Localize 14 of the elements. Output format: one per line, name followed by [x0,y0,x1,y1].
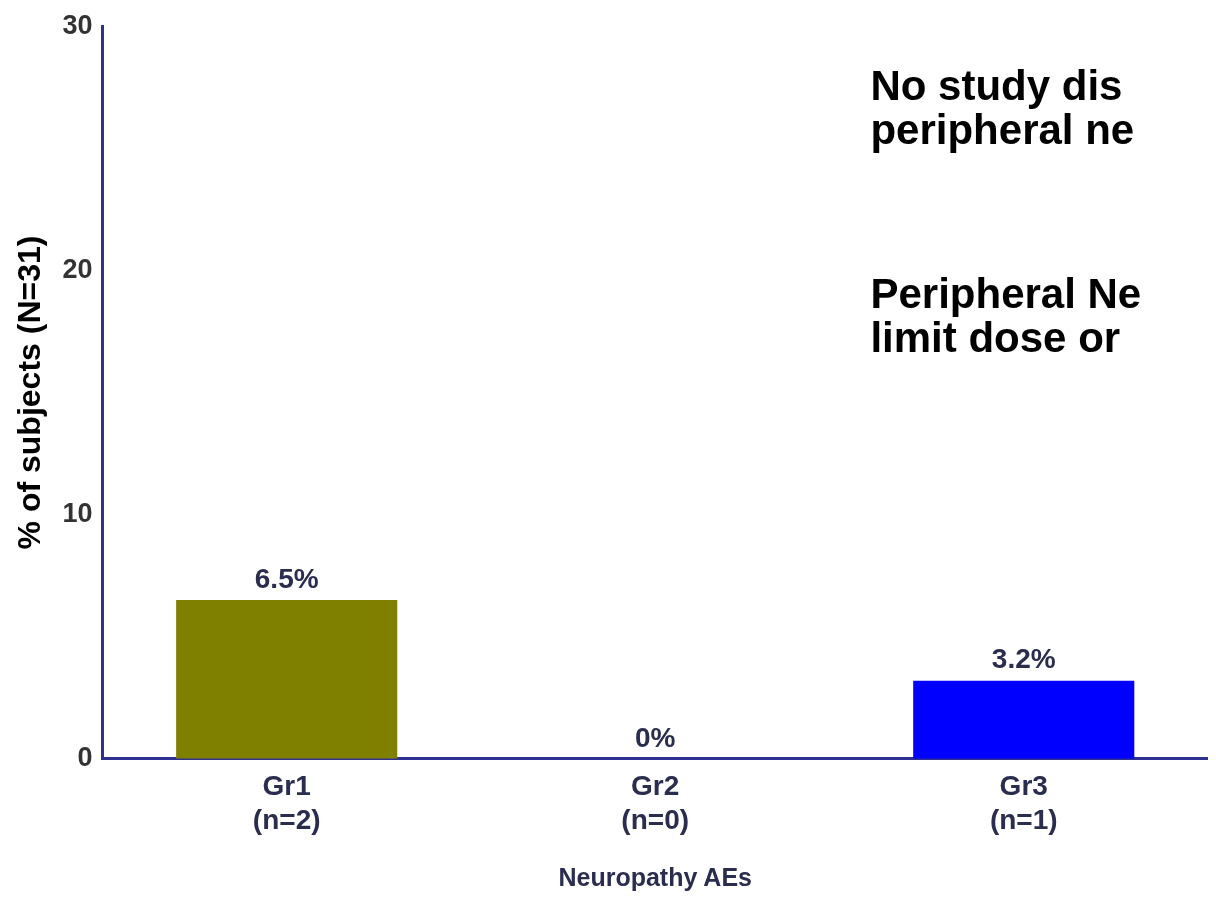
y-axis-title: % of subjects (N=31) [11,235,48,550]
data-label: 6.5% [254,562,319,594]
data-label: 0% [634,721,676,753]
y-tick-label: 30 [62,9,93,40]
annotation: No study dis peripheral ne [870,62,1135,153]
annotation: Peripheral Ne limit dose or [870,270,1142,361]
x-tick-label: Gr2 (n=0) [621,770,690,835]
x-tick-label: Gr1 (n=2) [252,770,321,835]
x-axis-title: Neuropathy AEs [558,862,752,891]
x-tick-label: Gr3 (n=1) [989,770,1058,835]
data-label: 3.2% [991,643,1056,675]
y-tick-label: 20 [62,253,93,284]
y-tick-label: 10 [62,498,93,529]
y-tick-label: 0 [77,742,93,773]
